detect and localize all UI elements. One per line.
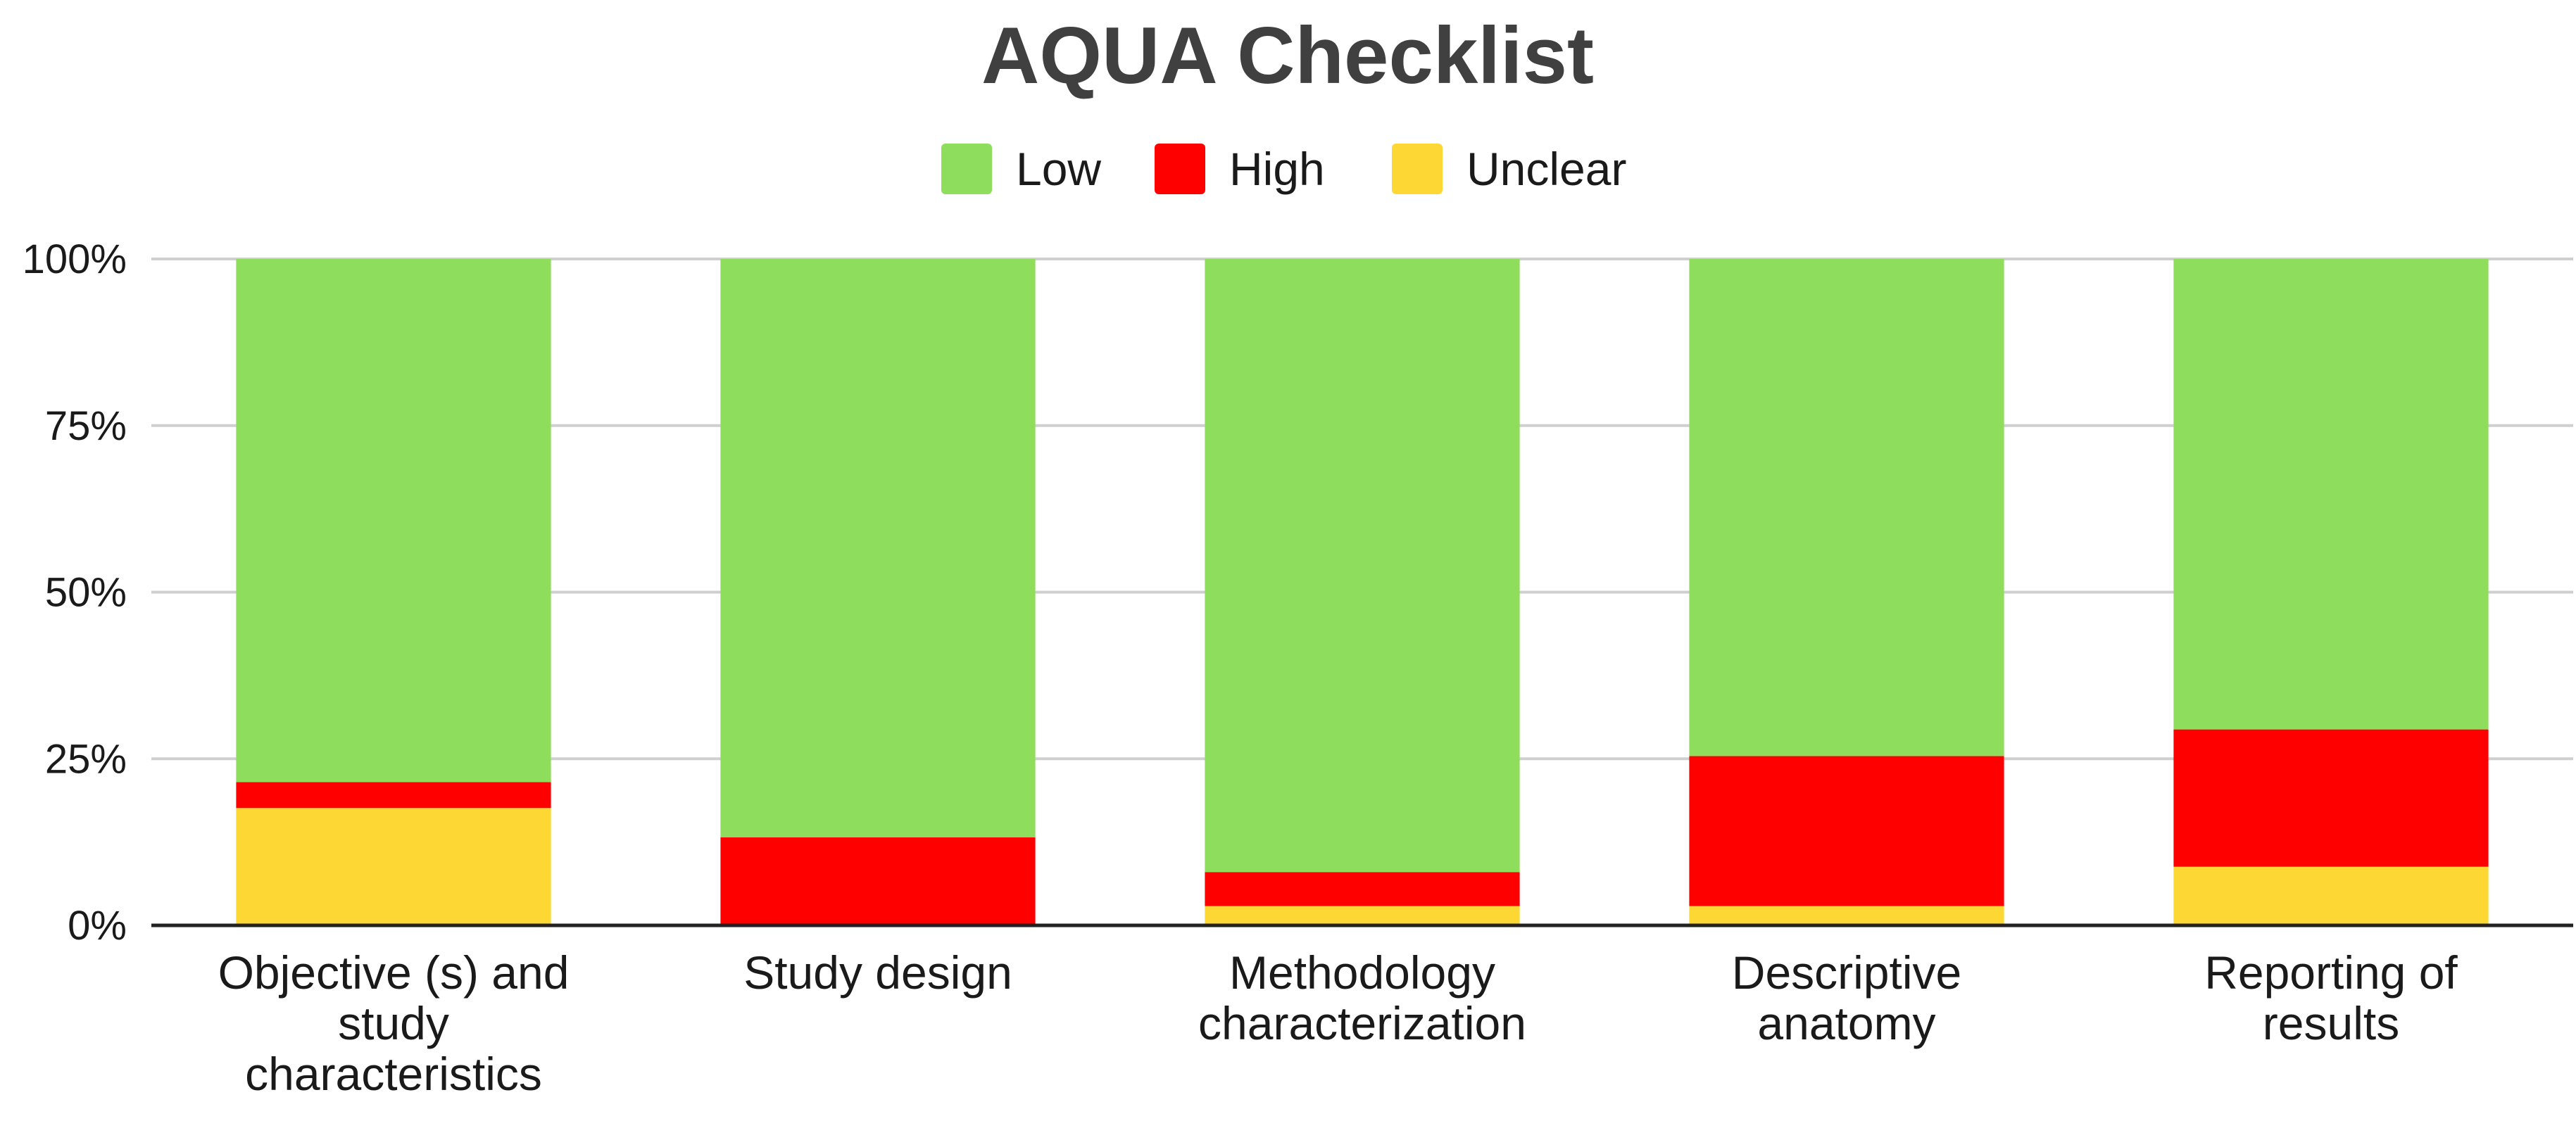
bar-group-objective-s-and-study-characteristics	[236, 259, 551, 925]
bar-high-descriptive-anatomy	[1689, 756, 2004, 906]
x-tick-label-study-design: Study design	[743, 946, 1012, 999]
bar-group-descriptive-anatomy	[1689, 259, 2004, 925]
chart-title: AQUA Checklist	[981, 11, 1594, 101]
legend-swatch-unclear	[1392, 144, 1443, 194]
bar-high-objective-s-and-study-characteristics	[236, 782, 551, 809]
bars	[236, 259, 2489, 925]
legend-item-unclear: Unclear	[1392, 143, 1626, 195]
bar-low-methodology-characterization	[1205, 259, 1520, 873]
y-tick-label-0: 0%	[68, 903, 127, 949]
legend-swatch-high	[1155, 144, 1205, 194]
bar-unclear-reporting-of-results	[2173, 866, 2489, 925]
bar-low-study-design	[720, 259, 1036, 837]
bar-low-reporting-of-results	[2173, 259, 2489, 730]
bar-unclear-methodology-characterization	[1205, 906, 1520, 925]
x-tick-label-methodology-characterization: Methodology characterization	[1198, 946, 1526, 1049]
bar-unclear-descriptive-anatomy	[1689, 906, 2004, 925]
legend-label-low: Low	[1016, 143, 1101, 195]
legend-label-unclear: Unclear	[1466, 143, 1626, 195]
bar-group-reporting-of-results	[2173, 259, 2489, 925]
bar-low-descriptive-anatomy	[1689, 259, 2004, 756]
legend-label-high: High	[1229, 143, 1325, 195]
y-tick-label-100: 100%	[23, 236, 127, 282]
legend-item-low: Low	[941, 143, 1101, 195]
bar-unclear-objective-s-and-study-characteristics	[236, 808, 551, 925]
y-tick-label-75: 75%	[45, 403, 127, 449]
bar-low-objective-s-and-study-characteristics	[236, 259, 551, 783]
y-tick-label-25: 25%	[45, 736, 127, 782]
x-tick-label-objective-s-and-study-characteristics: Objective (s) and study characteristics	[218, 946, 570, 1100]
legend-swatch-low	[941, 144, 992, 194]
x-axis-labels: Objective (s) and study characteristics Stu…	[218, 946, 2458, 1100]
bar-high-methodology-characterization	[1205, 872, 1520, 906]
bar-high-reporting-of-results	[2173, 729, 2489, 867]
x-tick-label-reporting-of-results: Reporting of results	[2204, 946, 2458, 1049]
bar-group-methodology-characterization	[1205, 259, 1520, 925]
y-axis-ticks: 0% 25% 50% 75% 100%	[23, 236, 127, 949]
legend: Low High Unclear	[941, 143, 1626, 195]
legend-item-high: High	[1155, 143, 1325, 195]
y-tick-label-50: 50%	[45, 570, 127, 616]
bar-high-study-design	[720, 837, 1036, 925]
bar-group-study-design	[720, 259, 1036, 925]
x-tick-label-descriptive-anatomy: Descriptive anatomy	[1732, 946, 1961, 1049]
